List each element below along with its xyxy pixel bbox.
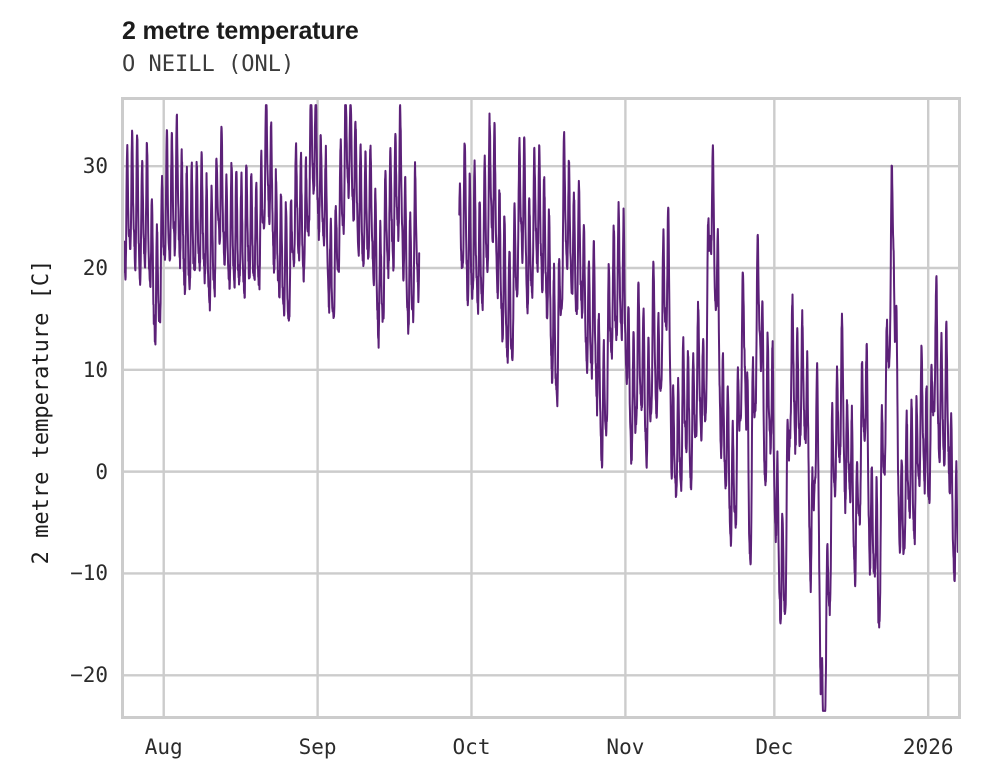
x-tick-label: Dec: [755, 735, 794, 759]
x-tick-label: 2026: [902, 735, 954, 759]
page-title: 2 metre temperature: [122, 17, 359, 45]
x-tick-label: Nov: [606, 735, 645, 759]
plot-svg: [124, 100, 958, 716]
y-axis-label: 2 metre temperature [C]: [29, 259, 54, 565]
chart-subtitle-station: O NEILL (ONL): [122, 52, 295, 77]
y-axis-label-wrap: 2 metre temperature [C]: [29, 101, 63, 723]
y-tick-label: 0: [95, 459, 108, 484]
y-axis-ticks: 30 20 10 0 −10 −20: [0, 97, 108, 719]
y-tick-label: 10: [82, 357, 108, 382]
x-axis-ticks: Aug Sep Oct Nov Dec 2026: [121, 735, 961, 775]
y-tick-label: 30: [82, 154, 108, 179]
temperature-series-line: [124, 105, 958, 711]
x-tick-label: Aug: [144, 735, 183, 759]
plot-area: [121, 97, 961, 719]
x-tick-label: Oct: [452, 735, 491, 759]
y-tick-label: 20: [82, 256, 108, 280]
series-layer: [124, 105, 958, 711]
y-tick-label: −20: [70, 663, 108, 688]
x-tick-label: Sep: [298, 735, 337, 759]
grid-layer: [124, 100, 958, 716]
y-tick-label: −10: [70, 561, 108, 586]
